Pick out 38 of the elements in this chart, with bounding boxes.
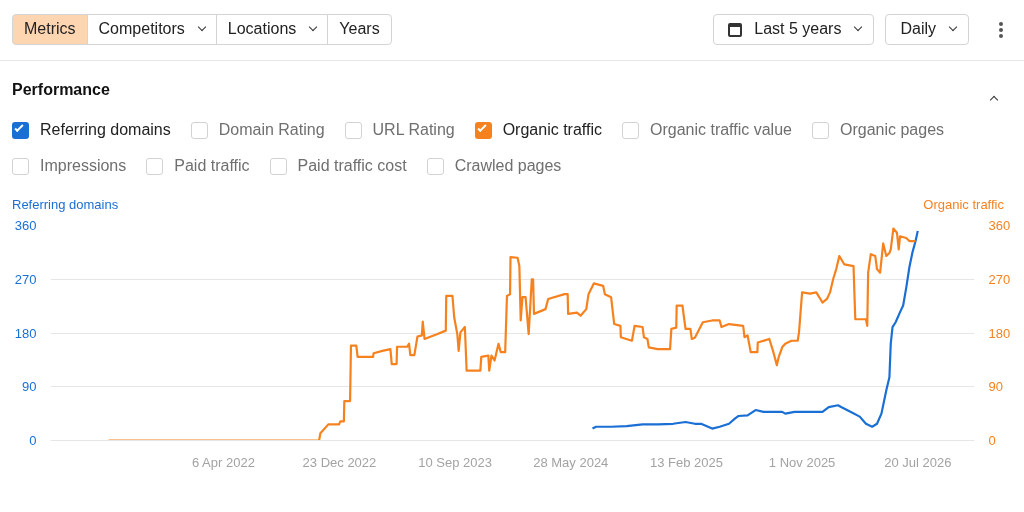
text: Crawled pages	[454, 155, 562, 176]
text: Impressions	[40, 155, 127, 176]
y2-tick-label: 270	[988, 271, 1011, 287]
text: Daily	[885, 14, 969, 45]
y-tick-label: 180	[14, 325, 37, 341]
chart-title: Performance	[12, 80, 110, 100]
y2-tick-label: 0	[988, 433, 996, 448]
y-tick-label: 270	[14, 271, 37, 287]
text: Organic traffic value	[649, 119, 792, 140]
text: Last 5 years	[713, 14, 875, 45]
text: Metrics	[12, 14, 88, 45]
x-tick-label: 6 Apr 2022	[191, 454, 255, 470]
x-tick-label: 28 May 2024	[533, 454, 609, 470]
x-tick-label: 10 Sep 2023	[418, 454, 492, 470]
text: URL Rating	[372, 119, 455, 140]
x-tick-label: 23 Dec 2022	[302, 454, 377, 470]
text: Paid traffic	[174, 155, 250, 176]
text: Competitors	[86, 14, 217, 45]
y2-tick-label: 360	[988, 218, 1011, 233]
line-series	[591, 229, 919, 430]
y2-axis-title: Organic traffic	[923, 196, 1004, 214]
text: Years	[327, 14, 392, 45]
x-tick-label: 13 Feb 2025	[649, 454, 723, 470]
y2-tick-label: 180	[988, 325, 1011, 341]
y2-tick-label: 90	[988, 379, 1003, 395]
text: Locations	[215, 14, 329, 45]
text: Organic pages	[839, 119, 945, 140]
text: Domain Rating	[218, 119, 325, 140]
x-tick-label: 1 Nov 2025	[768, 454, 836, 470]
legend-label: Referring domains	[40, 119, 171, 140]
legend-label: Organic traffic	[502, 119, 602, 140]
text: Paid traffic cost	[297, 155, 407, 176]
line-series	[107, 227, 917, 441]
y-axis-title: Referring domains	[12, 196, 119, 214]
y-tick-label: 0	[29, 433, 37, 448]
y-tick-label: 90	[22, 379, 37, 395]
y-tick-label: 360	[14, 218, 37, 233]
x-tick-label: 20 Jul 2026	[884, 454, 952, 470]
